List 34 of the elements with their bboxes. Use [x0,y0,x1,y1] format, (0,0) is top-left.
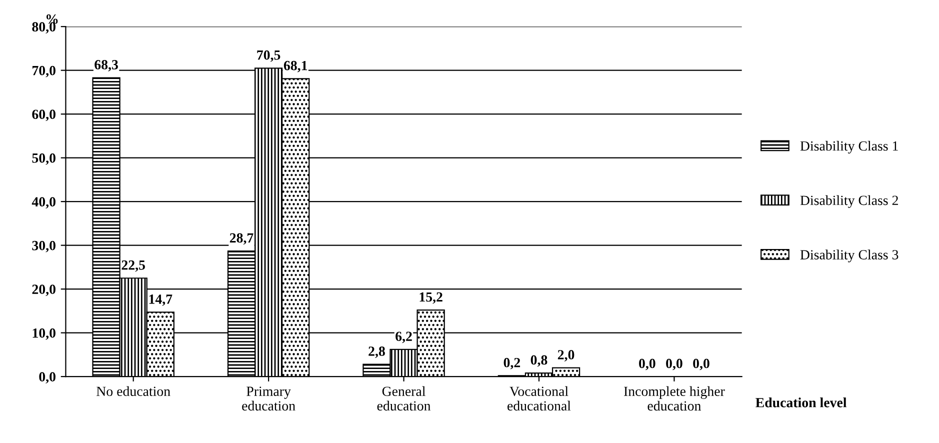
data-label: 70,5 [257,50,280,62]
x-tick-label: Primary education [242,386,296,411]
x-axis-title: Education level [756,398,847,408]
data-label: 0,0 [639,358,656,370]
data-label: 22,5 [122,260,145,272]
data-label: 0,2 [504,358,520,370]
data-label: 0,0 [693,358,710,370]
legend-label: Disability Class 2 [800,195,898,208]
x-tick-label: General education [377,386,431,411]
y-tick-label: 70,0 [32,66,56,78]
legend-label: Disability Class 3 [800,250,898,262]
y-tick-label: 10,0 [32,328,56,340]
x-tick-label: No education [96,386,170,396]
y-tick-label: 20,0 [32,284,56,296]
y-tick-label: 60,0 [32,110,56,122]
data-label: 14,7 [149,294,172,306]
x-tick-label: Vocational educational [508,386,571,411]
y-tick-label: 50,0 [32,153,56,165]
data-label: 2,8 [368,346,385,358]
y-tick-label: 40,0 [32,197,56,209]
data-label: 28,7 [230,233,254,245]
data-label: 6,2 [396,332,412,344]
y-axis-title: % [46,14,58,24]
x-tick-label: Incomplete higher education [624,386,725,411]
data-label: 68,3 [94,60,118,72]
legend-label: Disability Class 1 [800,140,898,154]
data-label: 0,8 [530,355,548,367]
data-label: 15,2 [420,292,442,304]
data-label: 2,0 [558,350,574,362]
data-label: 68,1 [284,60,308,72]
data-label: 0,0 [666,358,682,370]
y-tick-label: 80,0 [32,22,56,34]
y-tick-label: 0,0 [39,372,56,384]
y-tick-label: 30,0 [32,240,56,252]
